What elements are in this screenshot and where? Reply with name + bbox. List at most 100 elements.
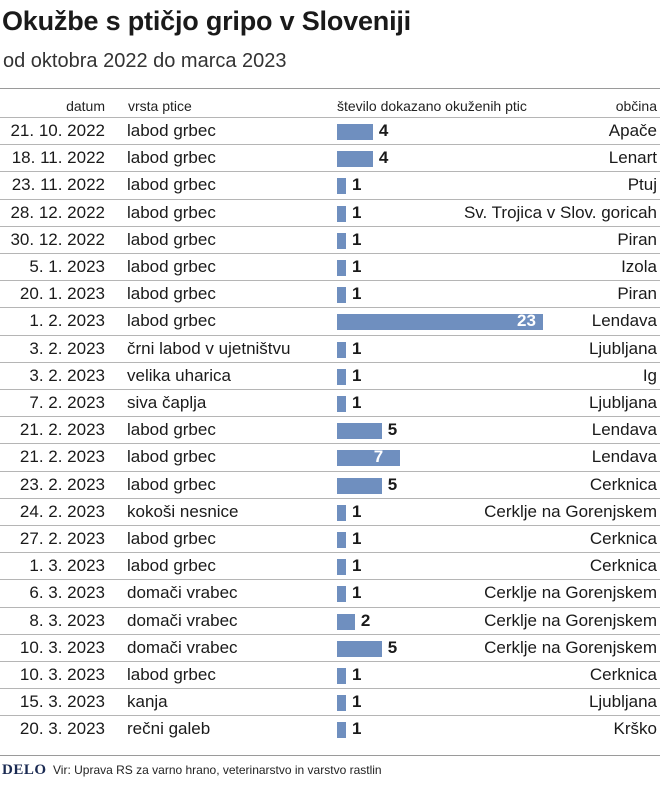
table-row: 1. 3. 2023 labod grbec 1 Cerknica [0,552,660,580]
bar [337,532,346,548]
row-place: Lendava [591,311,657,331]
table-row: 23. 2. 2023 labod grbec 5 Cerknica [0,470,660,499]
row-date: 15. 3. 2023 [19,692,105,712]
source-note: Vir: Uprava RS za varno hrano, veterinar… [53,763,382,777]
row-place: Ljubljana [588,338,657,358]
bar [337,722,346,739]
bar-value-label: 1 [351,257,362,276]
column-header-place: občina [615,98,657,114]
row-bird: labod grbec [127,420,216,440]
bar [337,586,346,603]
table-row: 30. 12. 2022 labod grbec 1 Piran [0,225,660,254]
row-date: 20. 1. 2023 [19,284,105,304]
table-row: 21. 2. 2023 labod grbec 7 Lendava [0,443,660,471]
column-header-count: število dokazano okuženih ptic [337,98,527,114]
row-bird: domači vrabec [127,637,238,657]
bar [337,450,400,467]
bar-value-label: 1 [351,501,362,521]
bar [337,151,373,168]
table-row: 28. 12. 2022 labod grbec 1 Sv. Trojica v Sl… [0,198,660,227]
row-date: 21. 2. 2023 [19,420,105,440]
row-date: 21. 10. 2022 [10,121,105,140]
bar [337,178,346,195]
row-bird: domači vrabec [127,610,238,630]
row-place: Ptuj [627,175,657,195]
row-place: Cerknica [589,474,657,494]
row-date: 24. 2. 2023 [19,501,105,521]
row-place: Krško [613,719,657,739]
row-bird: labod grbec [127,474,216,494]
bar-value-label: 4 [378,121,389,140]
bar-value-label: 1 [351,556,362,576]
bar [337,613,355,630]
row-date: 5. 1. 2023 [29,257,105,276]
row-bird: labod grbec [127,121,216,140]
table-row: 8. 3. 2023 domači vrabec 2 Cerklje na Goren… [0,606,660,635]
row-place: Piran [617,229,657,249]
table-row: 21. 10. 2022 labod grbec 4 Apače [0,117,660,145]
row-place: Ljubljana [588,692,657,712]
bar-value-label: 1 [351,175,362,195]
bar-value-label: 23 [517,311,536,331]
row-date: 18. 11. 2022 [11,148,105,168]
bar-value-label: 5 [387,474,398,494]
row-place: Piran [617,284,657,304]
table-row: 1. 2. 2023 labod grbec 23 Lendava [0,307,660,335]
row-place: Cerklje na Gorenjskem [484,610,657,630]
row-date: 30. 12. 2022 [10,229,105,249]
table-row: 3. 2. 2023 črni labod v ujetništvu 1 Ljublj… [0,334,660,363]
table-row: 10. 3. 2023 labod grbec 1 Cerknica [0,661,660,689]
bar [337,314,543,331]
table-row: 18. 11. 2022 labod grbec 4 Lenart [0,144,660,172]
row-bird: labod grbec [127,229,216,249]
row-place: Cerklje na Gorenjskem [484,637,657,657]
delo-logo: DELO [2,762,47,778]
bar-value-label: 1 [351,338,362,358]
bar [337,695,346,712]
row-place: Ljubljana [588,393,657,412]
bar-value-label: 5 [387,637,398,657]
row-date: 10. 3. 2023 [19,665,105,684]
row-date: 1. 2. 2023 [29,311,105,331]
bar-value-label: 1 [351,692,362,712]
row-date: 28. 12. 2022 [10,202,105,222]
row-place: Lendava [591,420,657,440]
row-date: 23. 2. 2023 [19,474,105,494]
column-header-date: datum [66,98,105,114]
row-place: Cerklje na Gorenjskem [484,501,657,521]
bar [337,504,346,521]
bar-value-label: 1 [351,719,362,739]
row-place: Cerknica [589,556,657,576]
row-bird: labod grbec [127,257,216,276]
row-date: 27. 2. 2023 [19,529,105,548]
table-row: 5. 1. 2023 labod grbec 1 Izola [0,253,660,281]
table-row: 6. 3. 2023 domači vrabec 1 Cerklje na Goren… [0,579,660,607]
table-row: 15. 3. 2023 kanja 1 Ljubljana [0,688,660,716]
row-date: 7. 2. 2023 [29,393,105,412]
row-place: Cerklje na Gorenjskem [484,583,657,603]
bar-value-label: 5 [387,420,398,440]
row-date: 21. 2. 2023 [19,447,105,467]
bar [337,477,382,494]
bar-value-label: 4 [378,148,389,168]
row-bird: labod grbec [127,556,216,576]
row-bird: kokoši nesnice [127,501,239,521]
row-bird: črni labod v ujetništvu [127,338,291,358]
row-date: 20. 3. 2023 [19,719,105,739]
table-row: 21. 2. 2023 labod grbec 5 Lendava [0,416,660,444]
row-bird: siva čaplja [127,393,207,412]
row-bird: domači vrabec [127,583,238,603]
row-date: 1. 3. 2023 [29,556,105,576]
chart-title: Okužbe s ptičjo gripo v Sloveniji [2,6,411,36]
bar [337,640,382,657]
bar-value-label: 1 [351,393,362,412]
bar [337,368,346,385]
bar [337,232,346,249]
bar [337,124,373,140]
bar [337,423,382,440]
row-bird: labod grbec [127,665,216,684]
bar [337,287,346,304]
bar-value-label: 1 [351,284,362,304]
row-place: Apače [608,121,657,140]
table-row: 27. 2. 2023 labod grbec 1 Cerknica [0,525,660,553]
